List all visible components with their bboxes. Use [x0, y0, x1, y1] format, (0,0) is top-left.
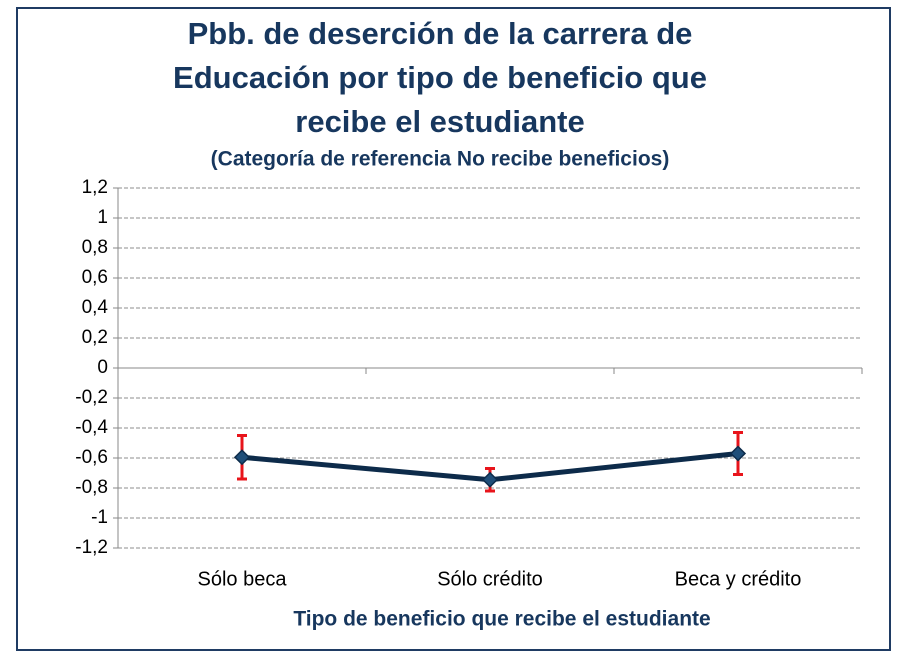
chart-title: Pbb. de deserción de la carrera de	[188, 16, 693, 51]
data-marker	[729, 445, 747, 462]
x-tick-label: Sólo beca	[198, 568, 288, 590]
y-tick-label: 0,8	[82, 237, 108, 258]
chart-frame	[16, 7, 891, 651]
y-tick-label: 1,2	[82, 177, 108, 198]
chart-title: recibe el estudiante	[295, 104, 584, 139]
y-tick-label: 0,4	[82, 297, 109, 318]
data-marker	[233, 449, 251, 466]
y-tick-label: -0,2	[75, 387, 108, 408]
chart-subtitle: (Categoría de referencia No recibe benef…	[211, 148, 670, 171]
x-axis-label: Tipo de beneficio que recibe el estudian…	[293, 608, 710, 631]
x-tick-label: Beca y crédito	[675, 568, 802, 590]
y-tick-label: 1	[97, 207, 108, 228]
y-tick-label: 0	[97, 357, 108, 378]
data-marker	[481, 471, 499, 488]
x-tick-label: Sólo crédito	[437, 568, 543, 590]
y-tick-label: 0,2	[82, 327, 108, 348]
chart-title: Educación por tipo de beneficio que	[173, 60, 707, 95]
y-tick-label: -1	[91, 507, 108, 528]
y-tick-label: 0,6	[82, 267, 108, 288]
y-tick-label: -0,8	[75, 477, 108, 498]
y-tick-label: -0,4	[75, 417, 108, 438]
y-tick-label: -0,6	[75, 447, 108, 468]
y-tick-label: -1,2	[75, 537, 108, 558]
